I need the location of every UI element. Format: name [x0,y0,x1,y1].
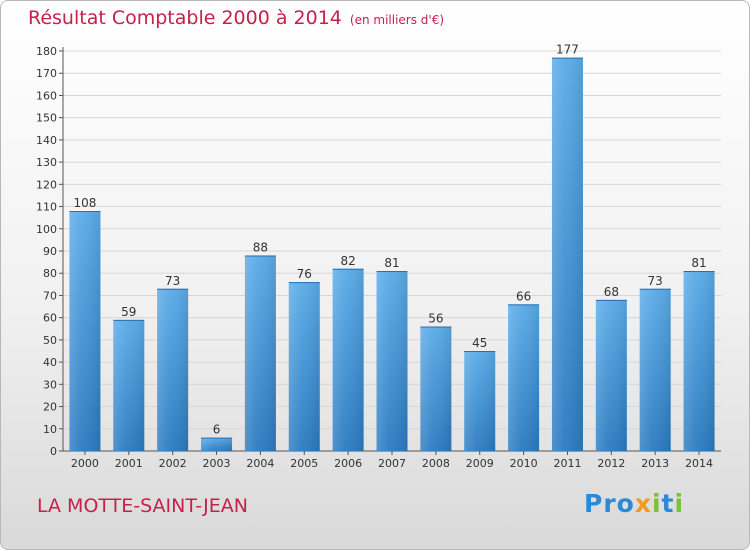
y-tick-label: 100 [36,223,57,236]
y-tick-label: 50 [43,334,57,347]
x-tick-label: 2010 [510,457,538,470]
bar-sheen [464,351,496,451]
data-label: 59 [121,305,136,319]
x-tick-label: 2006 [334,457,362,470]
x-tick-label: 2000 [71,457,99,470]
data-label: 88 [253,240,268,254]
labels: 0 10 20 30 40 50 60 70 80 90 100 110 120 130 140 150 160… [36,43,713,470]
bar-sheen [244,255,276,451]
x-tick-label: 2001 [115,457,143,470]
logo-part-5: i [674,489,685,518]
data-label: 6 [213,423,221,437]
bar-sheen [376,271,408,451]
bar-sheen [420,326,452,451]
y-tick-label: 60 [43,312,57,325]
bars [69,57,715,452]
data-label: 82 [340,254,355,268]
data-label: 73 [165,274,180,288]
y-tick-label: 130 [36,156,57,169]
bar-sheen [157,288,189,451]
y-tick-label: 80 [43,267,57,280]
y-tick-label: 160 [36,89,57,102]
data-label: 81 [384,256,399,270]
data-label: 177 [556,43,579,57]
data-label: 56 [428,312,443,326]
logo-part-2: x [634,489,652,518]
y-tick-label: 0 [50,445,57,458]
x-tick-label: 2012 [597,457,625,470]
y-tick-label: 30 [43,378,57,391]
x-tick-label: 2011 [553,457,581,470]
y-tick-label: 70 [43,289,57,302]
y-tick-label: 40 [43,356,57,369]
x-tick-label: 2013 [641,457,669,470]
y-tick-label: 150 [36,112,57,125]
x-tick-label: 2007 [378,457,406,470]
commune-name: LA MOTTE-SAINT-JEAN [37,495,248,517]
bar-sheen [595,299,627,451]
bar-sheen [113,319,145,451]
logo-part-4: t [661,489,675,518]
bar-sheen [639,288,671,451]
y-tick-label: 170 [36,67,57,80]
x-tick-label: 2005 [290,457,318,470]
data-label: 66 [516,289,531,303]
bar-sheen [551,57,583,452]
data-label: 45 [472,336,487,350]
chart-title-text: Résultat Comptable 2000 à 2014 [28,7,342,29]
x-tick-label: 2002 [159,457,187,470]
bar-sheen [201,437,233,451]
bar-sheen [332,268,364,451]
bar-sheen [69,211,101,451]
chart-unit-label: (en milliers d'€) [349,13,445,27]
y-tick-label: 120 [36,178,57,191]
chart-title: Résultat Comptable 2000 à 2014 (en millie… [28,7,444,29]
logo-part-1: Pro [584,489,635,518]
logo-part-3: i [651,489,662,518]
bar-sheen [508,304,540,451]
bar-sheen [288,282,320,451]
bar-sheen [683,271,715,451]
proxiti-logo: Proxiti [584,489,684,518]
x-tick-label: 2014 [685,457,713,470]
data-label: 108 [73,196,96,210]
y-tick-label: 10 [43,423,57,436]
data-label: 76 [297,267,312,281]
x-tick-label: 2009 [466,457,494,470]
x-tick-label: 2008 [422,457,450,470]
x-tick-label: 2003 [203,457,231,470]
y-tick-label: 180 [36,45,57,58]
data-label: 73 [648,274,663,288]
x-tick-label: 2004 [246,457,274,470]
data-label: 68 [604,285,619,299]
y-tick-label: 140 [36,134,57,147]
y-tick-label: 20 [43,401,57,414]
data-label: 81 [691,256,706,270]
y-tick-label: 90 [43,245,57,258]
y-tick-label: 110 [36,201,57,214]
